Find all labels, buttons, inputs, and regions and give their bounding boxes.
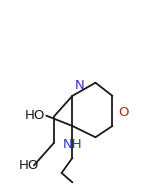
Text: HO: HO	[18, 159, 39, 172]
Text: HO: HO	[24, 109, 45, 122]
Text: N: N	[74, 79, 84, 92]
Text: O: O	[118, 106, 128, 119]
Text: NH: NH	[63, 138, 82, 151]
